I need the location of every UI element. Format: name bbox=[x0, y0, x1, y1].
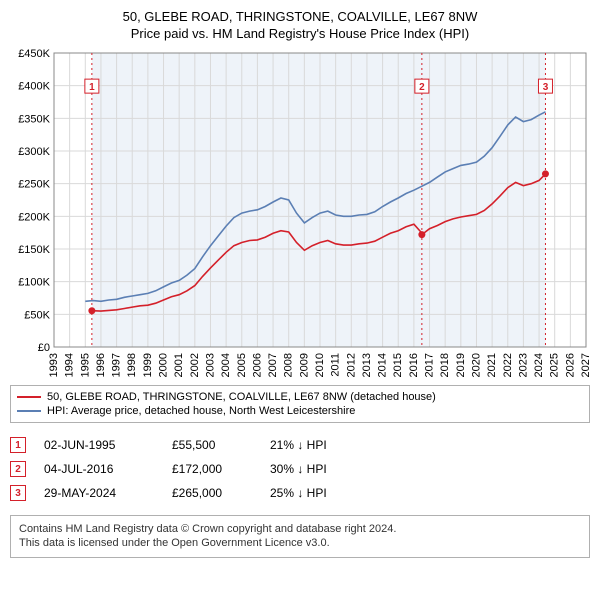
svg-text:2003: 2003 bbox=[204, 353, 216, 377]
svg-text:£250K: £250K bbox=[18, 179, 50, 191]
svg-text:1: 1 bbox=[89, 82, 95, 93]
svg-text:£300K: £300K bbox=[18, 146, 50, 158]
chart-title-line2: Price paid vs. HM Land Registry's House … bbox=[10, 26, 590, 41]
svg-text:2016: 2016 bbox=[408, 353, 420, 377]
line-chart-svg: £0 £50K £100K £150K £200K £250K £300K £350K £400… bbox=[10, 47, 590, 377]
svg-text:£0: £0 bbox=[38, 342, 50, 354]
legend-row: 50, GLEBE ROAD, THRINGSTONE, COALVILLE, … bbox=[17, 390, 583, 404]
svg-text:£200K: £200K bbox=[18, 212, 50, 224]
chart-title-line1: 50, GLEBE ROAD, THRINGSTONE, COALVILLE, … bbox=[10, 8, 590, 26]
event-marker-icon: 3 bbox=[10, 485, 26, 501]
event-marker-icon: 1 bbox=[10, 437, 26, 453]
svg-text:2001: 2001 bbox=[173, 353, 185, 377]
svg-text:3: 3 bbox=[543, 82, 549, 93]
svg-text:1998: 1998 bbox=[126, 353, 138, 377]
svg-text:2023: 2023 bbox=[517, 353, 529, 377]
event-date: 02-JUN-1995 bbox=[44, 438, 154, 452]
event-date: 29-MAY-2024 bbox=[44, 486, 154, 500]
svg-text:2000: 2000 bbox=[158, 353, 170, 377]
svg-text:2027: 2027 bbox=[580, 353, 590, 377]
svg-text:1994: 1994 bbox=[64, 353, 76, 377]
svg-text:2024: 2024 bbox=[533, 353, 545, 377]
svg-text:1993: 1993 bbox=[48, 353, 60, 377]
svg-text:2006: 2006 bbox=[251, 353, 263, 377]
footer-line1: Contains HM Land Registry data © Crown c… bbox=[19, 522, 581, 536]
legend-swatch bbox=[17, 410, 41, 412]
svg-text:1997: 1997 bbox=[111, 353, 123, 377]
svg-text:2014: 2014 bbox=[377, 353, 389, 377]
svg-text:2017: 2017 bbox=[424, 353, 436, 377]
svg-text:2011: 2011 bbox=[330, 353, 342, 377]
event-price: £55,500 bbox=[172, 438, 252, 452]
svg-text:£100K: £100K bbox=[18, 277, 50, 289]
svg-text:2026: 2026 bbox=[564, 353, 576, 377]
svg-text:2: 2 bbox=[419, 82, 425, 93]
event-price: £172,000 bbox=[172, 462, 252, 476]
attribution-footer: Contains HM Land Registry data © Crown c… bbox=[10, 515, 590, 558]
svg-text:2025: 2025 bbox=[549, 353, 561, 377]
svg-text:2012: 2012 bbox=[345, 353, 357, 377]
svg-text:2009: 2009 bbox=[298, 353, 310, 377]
svg-text:2005: 2005 bbox=[236, 353, 248, 377]
legend-swatch bbox=[17, 396, 41, 398]
svg-text:1995: 1995 bbox=[79, 353, 91, 377]
event-price: £265,000 bbox=[172, 486, 252, 500]
svg-text:£400K: £400K bbox=[18, 81, 50, 93]
footer-line2: This data is licensed under the Open Gov… bbox=[19, 536, 581, 550]
event-row: 2 04-JUL-2016 £172,000 30% ↓ HPI bbox=[10, 457, 590, 481]
svg-text:£150K: £150K bbox=[18, 244, 50, 256]
svg-text:2022: 2022 bbox=[502, 353, 514, 377]
svg-text:2015: 2015 bbox=[392, 353, 404, 377]
svg-text:£50K: £50K bbox=[24, 310, 50, 322]
svg-text:£350K: £350K bbox=[18, 114, 50, 126]
events-list: 1 02-JUN-1995 £55,500 21% ↓ HPI 2 04-JUL-2016… bbox=[10, 433, 590, 505]
event-row: 3 29-MAY-2024 £265,000 25% ↓ HPI bbox=[10, 481, 590, 505]
event-marker-icon: 2 bbox=[10, 461, 26, 477]
svg-text:2008: 2008 bbox=[283, 353, 295, 377]
event-pct: 30% ↓ HPI bbox=[270, 462, 590, 476]
svg-text:2013: 2013 bbox=[361, 353, 373, 377]
legend-label: HPI: Average price, detached house, Nort… bbox=[47, 405, 355, 417]
svg-text:2019: 2019 bbox=[455, 353, 467, 377]
event-date: 04-JUL-2016 bbox=[44, 462, 154, 476]
legend-box: 50, GLEBE ROAD, THRINGSTONE, COALVILLE, … bbox=[10, 385, 590, 423]
legend-label: 50, GLEBE ROAD, THRINGSTONE, COALVILLE, … bbox=[47, 391, 436, 403]
svg-text:2010: 2010 bbox=[314, 353, 326, 377]
event-pct: 21% ↓ HPI bbox=[270, 438, 590, 452]
chart-area: £0 £50K £100K £150K £200K £250K £300K £350K £400… bbox=[10, 47, 590, 377]
legend-row: HPI: Average price, detached house, Nort… bbox=[17, 404, 583, 418]
event-pct: 25% ↓ HPI bbox=[270, 486, 590, 500]
svg-text:1996: 1996 bbox=[95, 353, 107, 377]
svg-text:2004: 2004 bbox=[220, 353, 232, 377]
svg-text:2021: 2021 bbox=[486, 353, 498, 377]
svg-text:£450K: £450K bbox=[18, 48, 50, 60]
svg-text:1999: 1999 bbox=[142, 353, 154, 377]
svg-text:2020: 2020 bbox=[470, 353, 482, 377]
svg-text:2007: 2007 bbox=[267, 353, 279, 377]
event-row: 1 02-JUN-1995 £55,500 21% ↓ HPI bbox=[10, 433, 590, 457]
svg-text:2002: 2002 bbox=[189, 353, 201, 377]
svg-text:2018: 2018 bbox=[439, 353, 451, 377]
